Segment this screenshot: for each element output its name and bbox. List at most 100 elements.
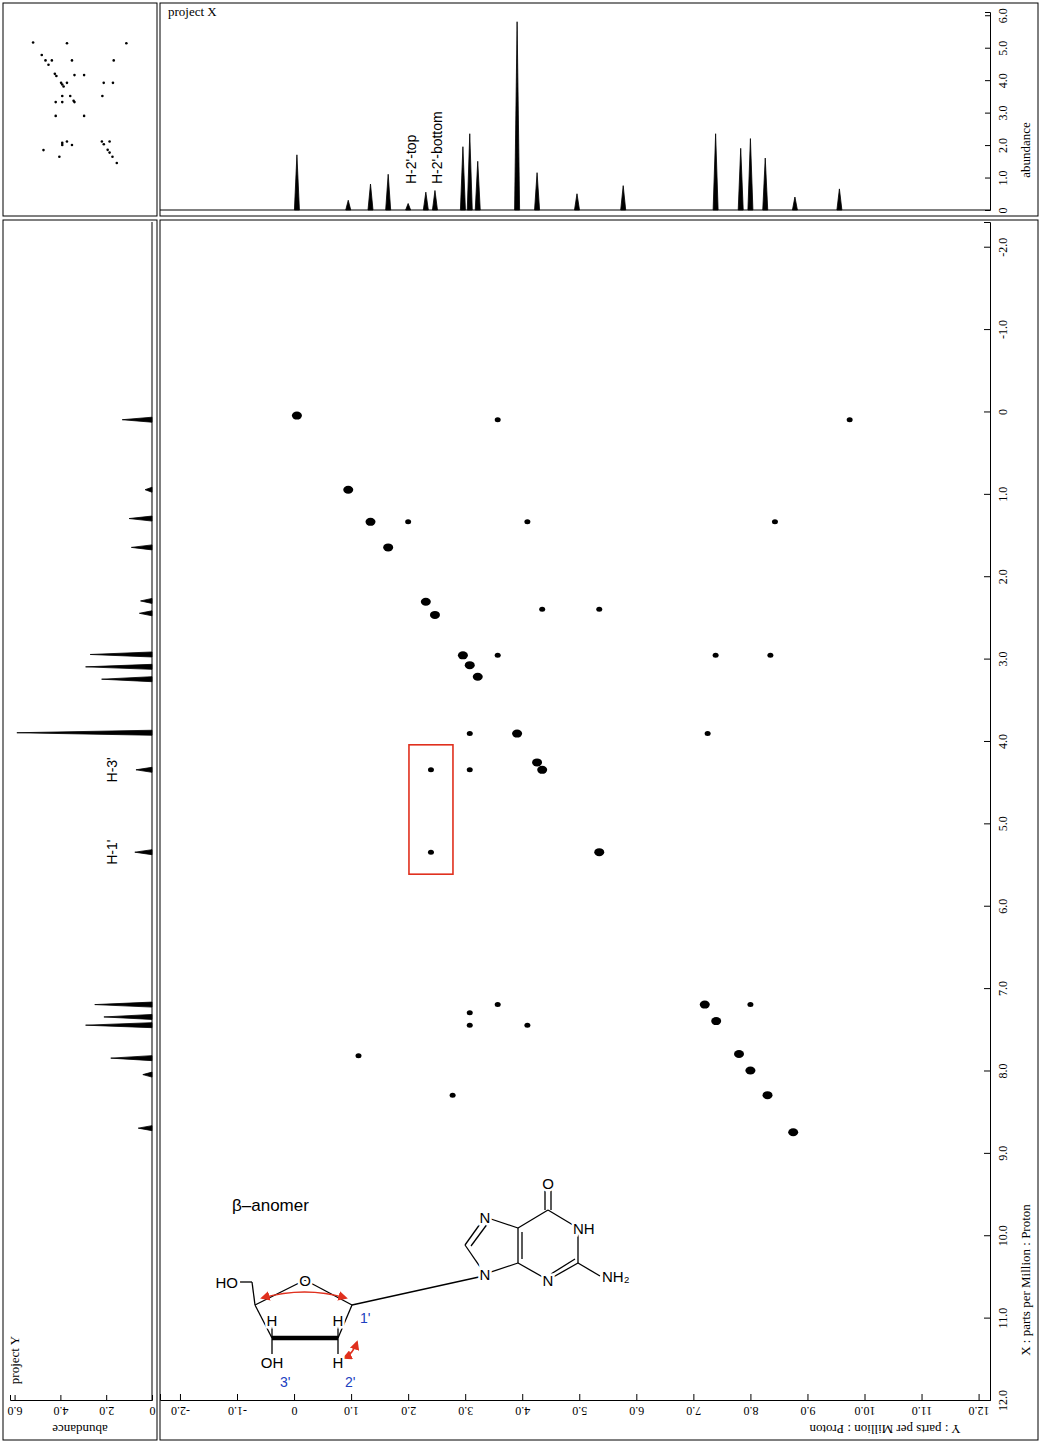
overview-map bbox=[32, 41, 128, 164]
peak bbox=[713, 134, 718, 210]
tick-mark bbox=[984, 906, 990, 907]
bond-bold bbox=[272, 1336, 338, 1341]
structure-title: β–anomer bbox=[232, 1196, 309, 1215]
cross-peak bbox=[467, 1023, 473, 1028]
peak bbox=[621, 186, 626, 210]
cross-peak bbox=[767, 653, 773, 658]
peak bbox=[131, 545, 152, 550]
tick: -2.0 bbox=[984, 238, 1010, 257]
peak bbox=[86, 1023, 152, 1028]
axis-line bbox=[984, 223, 991, 1401]
tick: 2.0 bbox=[401, 1394, 416, 1418]
peak bbox=[574, 194, 579, 210]
bond bbox=[521, 1232, 522, 1259]
atom-label: NH₂ bbox=[602, 1268, 630, 1285]
tick: 4.0 bbox=[53, 1395, 68, 1418]
cross-peak bbox=[343, 486, 353, 494]
cross-peak bbox=[458, 651, 468, 659]
overview-peak bbox=[101, 140, 104, 143]
tick-label: 3.0 bbox=[996, 652, 1010, 667]
peak bbox=[122, 417, 152, 422]
tick: 9.0 bbox=[984, 1146, 1010, 1161]
overview-peak bbox=[58, 155, 61, 158]
tick-mark bbox=[351, 1394, 352, 1400]
overview-peak bbox=[61, 144, 64, 147]
cross-peak bbox=[467, 731, 473, 736]
tick: 3.0 bbox=[985, 106, 1010, 121]
peak bbox=[763, 158, 768, 210]
axis-line bbox=[161, 1394, 991, 1401]
tick: 3.0 bbox=[984, 652, 1010, 667]
tick-mark bbox=[60, 1395, 61, 1400]
tick: 5.0 bbox=[985, 41, 1010, 56]
tick-label: -2.0 bbox=[996, 238, 1010, 257]
cross-peak bbox=[711, 1017, 721, 1025]
tick-label: -1.0 bbox=[228, 1404, 247, 1418]
cross-peak bbox=[772, 519, 778, 524]
tick-mark bbox=[865, 1394, 866, 1400]
cross-peak bbox=[383, 543, 393, 551]
tick-label: 11.0 bbox=[912, 1404, 933, 1418]
cross-peak bbox=[450, 1093, 456, 1098]
bond bbox=[471, 1223, 488, 1246]
peak bbox=[792, 197, 797, 210]
cross-peak bbox=[713, 653, 719, 658]
peak bbox=[145, 487, 152, 492]
tick: 12.0 bbox=[969, 1394, 990, 1418]
tick-label: 5.0 bbox=[996, 816, 1010, 831]
cross-peak bbox=[495, 417, 501, 422]
y-axis-title: X : parts per Million : Proton bbox=[1018, 1204, 1033, 1356]
tick: 10.0 bbox=[984, 1225, 1010, 1246]
tick-mark bbox=[979, 1394, 980, 1400]
tick: 5.0 bbox=[572, 1394, 587, 1418]
overview-peak bbox=[106, 149, 109, 152]
cross-peak bbox=[421, 598, 431, 606]
tick-mark bbox=[984, 823, 990, 824]
atom-label: N bbox=[543, 1272, 554, 1289]
tick: 10.0 bbox=[855, 1394, 876, 1418]
atom-label: N bbox=[480, 1266, 491, 1283]
cross-peak bbox=[745, 1066, 755, 1074]
tick: 1.0 bbox=[984, 487, 1010, 502]
tick-mark bbox=[693, 1394, 694, 1400]
overview-peak bbox=[66, 82, 69, 85]
cross-peak bbox=[467, 1010, 473, 1015]
overview-peak bbox=[51, 59, 54, 62]
tick: 2.0 bbox=[99, 1395, 114, 1418]
x-axis: -2.0-1.001.02.03.04.05.06.07.08.09.010.0… bbox=[161, 1394, 991, 1418]
peak bbox=[138, 1126, 152, 1131]
tick-mark bbox=[408, 1394, 409, 1400]
projection-y bbox=[17, 222, 152, 1400]
abundance-title: abundance bbox=[1018, 122, 1033, 178]
tick-label: 1.0 bbox=[996, 171, 1010, 186]
tick-mark bbox=[294, 1394, 295, 1400]
tick: 2.0 bbox=[985, 138, 1010, 153]
tick-mark bbox=[984, 988, 990, 989]
tick: 6.0 bbox=[8, 1395, 23, 1418]
noe-arrow bbox=[344, 1342, 357, 1358]
tick-mark bbox=[465, 1394, 466, 1400]
overview-peak bbox=[61, 101, 64, 104]
tick-label: 6.0 bbox=[8, 1404, 23, 1418]
peak bbox=[135, 850, 152, 855]
tick-mark bbox=[984, 494, 990, 495]
overview-peak bbox=[83, 74, 86, 77]
cross-peak bbox=[537, 766, 547, 774]
bond bbox=[271, 1338, 272, 1354]
cross-peak bbox=[594, 848, 604, 856]
tick: 0 bbox=[292, 1394, 298, 1418]
bond bbox=[518, 1210, 548, 1228]
tick-label: 5.0 bbox=[996, 41, 1010, 56]
cross-peak bbox=[512, 730, 522, 738]
bond bbox=[240, 1281, 252, 1282]
overview-peak bbox=[47, 63, 50, 66]
tick-mark bbox=[984, 411, 990, 412]
tick-mark bbox=[579, 1394, 580, 1400]
page: -2.0-1.001.02.03.04.05.06.07.08.09.010.0… bbox=[0, 0, 1043, 1443]
overview-peak bbox=[101, 95, 104, 98]
cross-peak bbox=[430, 611, 440, 619]
overview-peak bbox=[32, 41, 35, 44]
overview-peak bbox=[73, 101, 76, 104]
tick-label: 8.0 bbox=[996, 1063, 1010, 1078]
tick-label: 4.0 bbox=[515, 1404, 530, 1418]
